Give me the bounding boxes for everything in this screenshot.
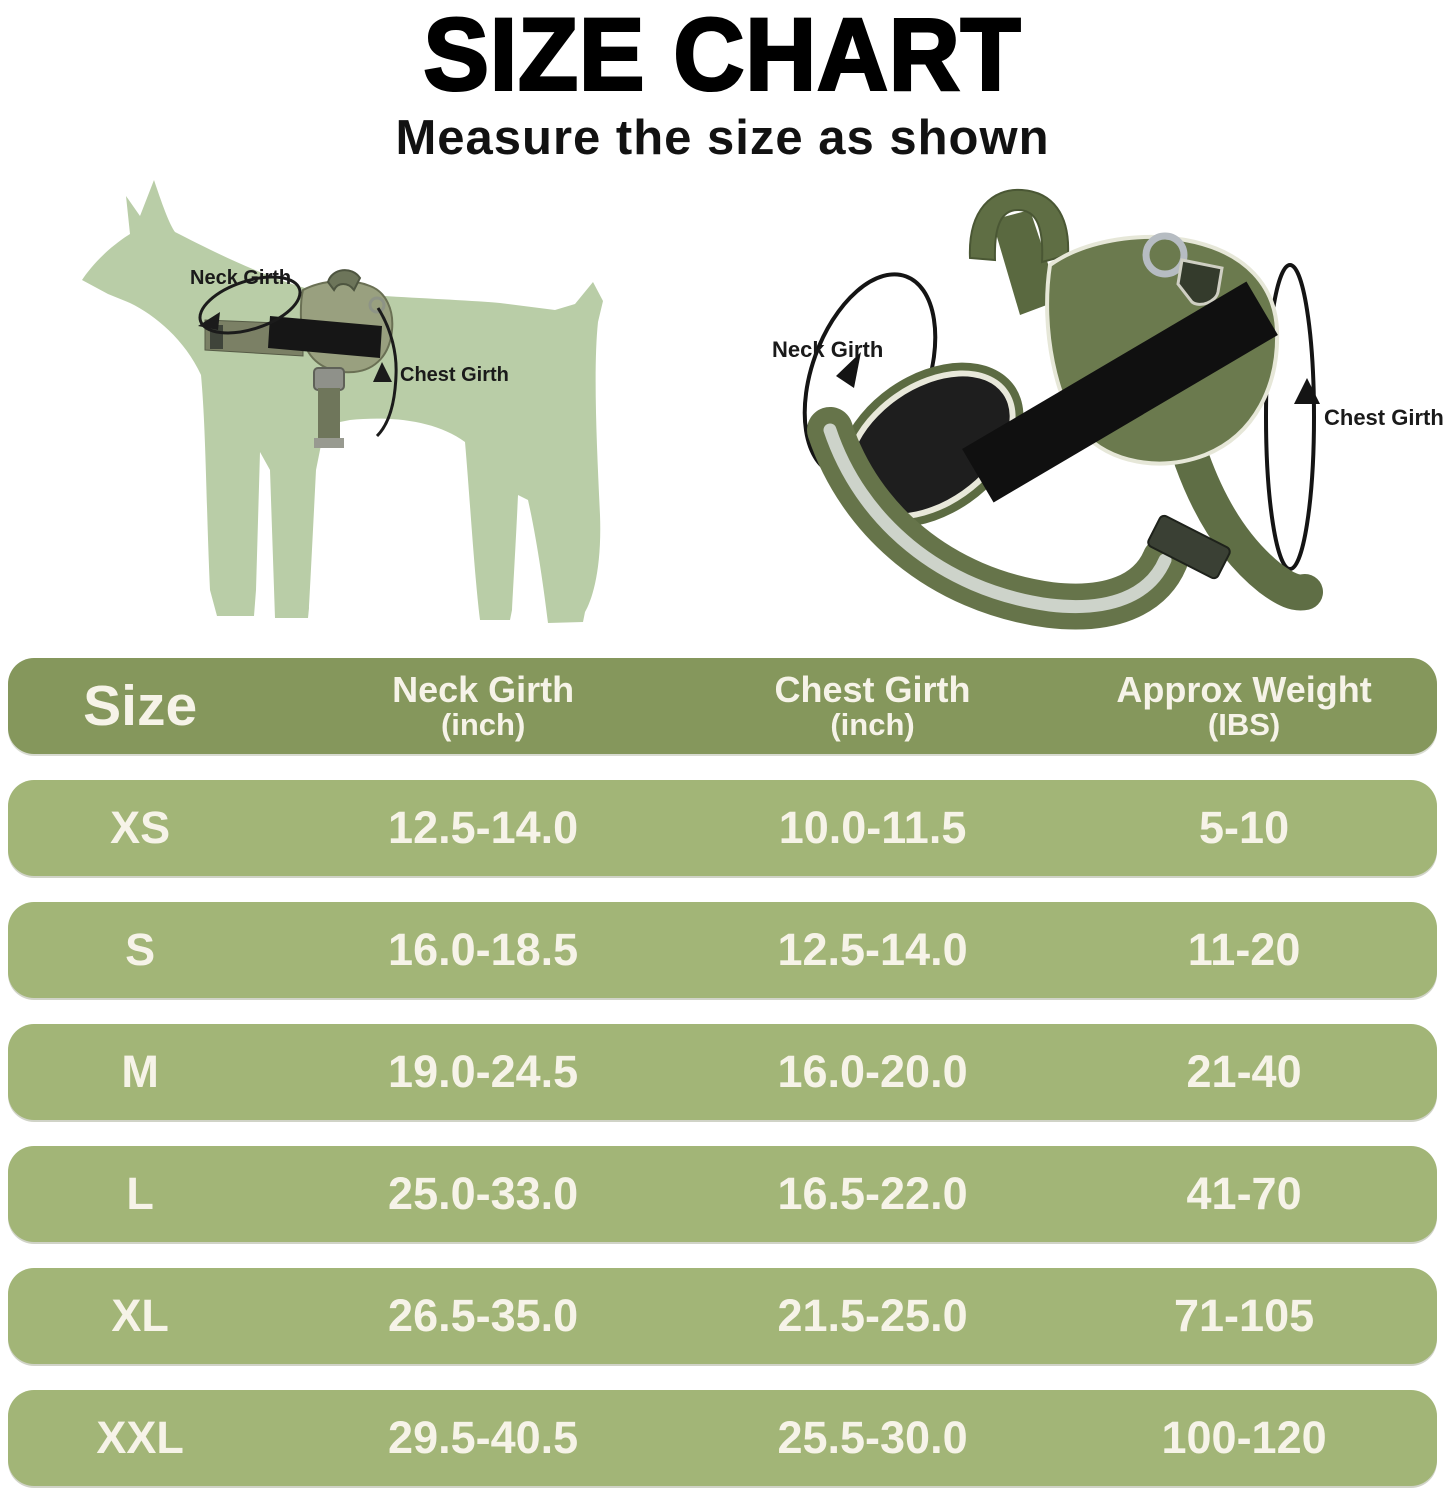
size-cell: L (126, 1168, 154, 1219)
dog-harness-hanging-strap (318, 388, 340, 443)
chest-girth-cell: 25.5-30.0 (777, 1412, 968, 1463)
header-approx-weight-main: Approx Weight (1116, 668, 1372, 710)
chest-girth-arrowhead (373, 362, 392, 382)
header-neck-girth-unit: (inch) (440, 706, 526, 742)
table-row-xs: XS 12.5-14.0 10.0-11.5 5-10 (8, 780, 1437, 876)
header-chest-girth-unit: (inch) (830, 706, 915, 742)
header-chest-girth: Chest Girth (inch) (694, 668, 1051, 742)
harness-velcro-band (962, 281, 1278, 503)
dog-harness-velcro-band (268, 316, 382, 358)
size-cell: XL (111, 1290, 169, 1341)
table-row-l: L 25.0-33.0 16.5-22.0 41-70 (8, 1146, 1437, 1242)
table-header-row: Size Neck Girth (inch) Chest Girth (inch… (8, 658, 1437, 754)
size-cell: XXL (96, 1412, 184, 1463)
size-table: Size Neck Girth (inch) Chest Girth (inch… (8, 658, 1437, 1486)
table-row-m: M 19.0-24.5 16.0-20.0 21-40 (8, 1024, 1437, 1120)
harness-right-strap (1174, 442, 1323, 611)
chest-girth-label: Chest Girth (400, 364, 509, 386)
dog-harness-handle (326, 269, 362, 292)
neck-girth-ellipse (198, 275, 302, 335)
neck-girth-arrowhead (836, 352, 861, 388)
table-row-xxl: XXL 29.5-40.5 25.5-30.0 100-120 (8, 1390, 1437, 1486)
header-approx-weight: Approx Weight (IBS) (1051, 668, 1437, 742)
weight-cell: 71-105 (1174, 1290, 1315, 1341)
chest-girth-label: Chest Girth (1324, 405, 1444, 430)
page-title: SIZE CHART (422, 0, 1022, 113)
harness-mesh-pad (850, 376, 1010, 514)
weight-cell: 21-40 (1186, 1046, 1302, 1097)
harness-reflective-stripe (823, 423, 1172, 614)
chest-girth-cell: 10.0-11.5 (778, 802, 967, 853)
neck-girth-cell: 12.5-14.0 (388, 802, 579, 853)
dog-harness-ring (368, 296, 386, 314)
header-approx-weight-unit: (IBS) (1207, 706, 1281, 742)
size-cell: S (125, 924, 156, 975)
chest-girth-arrowhead (1294, 378, 1320, 404)
header-neck-girth-main: Neck Girth (392, 668, 575, 710)
chest-girth-cell: 21.5-25.0 (777, 1290, 968, 1341)
chest-girth-cell: 16.5-22.0 (777, 1168, 968, 1219)
header-chest-girth-main: Chest Girth (774, 668, 971, 710)
harness-strap-adjuster (1147, 514, 1231, 580)
dog-measurement-diagram: Neck Girth Chest Girth (82, 180, 603, 623)
weight-cell: 11-20 (1187, 924, 1301, 975)
chest-girth-cell: 12.5-14.0 (777, 924, 968, 975)
weight-cell: 100-120 (1161, 1412, 1327, 1463)
weight-cell: 41-70 (1186, 1168, 1302, 1219)
table-row-s: S 16.0-18.5 12.5-14.0 11-20 (8, 902, 1437, 998)
neck-girth-cell: 29.5-40.5 (388, 1412, 579, 1463)
header-size: Size (83, 674, 198, 738)
harness-d-ring (1142, 232, 1188, 278)
neck-girth-cell: 26.5-35.0 (388, 1290, 579, 1341)
dog-harness-strap-slide (314, 438, 344, 448)
header-neck-girth: Neck Girth (inch) (272, 668, 694, 742)
neck-girth-cell: 19.0-24.5 (388, 1046, 579, 1097)
chest-girth-arc (375, 307, 398, 438)
neck-girth-cell: 16.0-18.5 (388, 924, 579, 975)
harness-badge (1176, 258, 1224, 306)
page-subtitle: Measure the size as shown (395, 111, 1050, 165)
size-cell: M (121, 1046, 159, 1097)
size-cell: XS (110, 802, 171, 853)
table-row-xl: XL 26.5-35.0 21.5-25.0 71-105 (8, 1268, 1437, 1364)
weight-cell: 5-10 (1199, 802, 1290, 853)
dog-harness-buckle (313, 367, 345, 391)
neck-girth-cell: 25.0-33.0 (388, 1168, 579, 1219)
chest-girth-ellipse (1264, 263, 1316, 571)
harness-handle-webbing (992, 210, 1060, 315)
neck-girth-arrowhead (198, 312, 220, 330)
chest-girth-cell: 16.0-20.0 (777, 1046, 968, 1097)
neck-girth-label: Neck Girth (190, 267, 291, 289)
neck-girth-label: Neck Girth (772, 337, 883, 362)
harness-measurement-diagram: Neck Girth Chest Girth (772, 188, 1444, 630)
dog-silhouette (82, 180, 603, 623)
